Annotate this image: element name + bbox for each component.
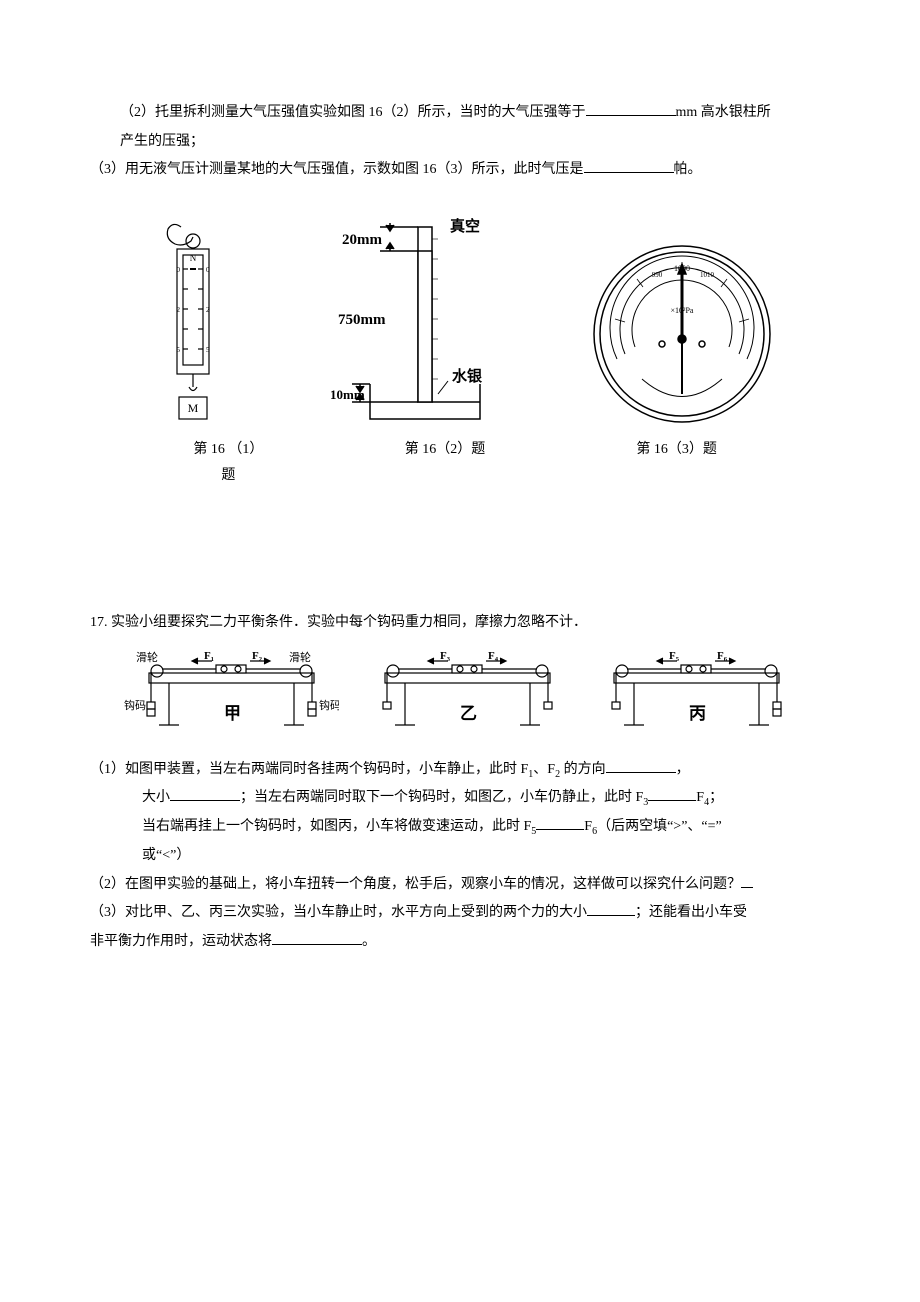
setup-jia-icon: F₁ F₂ 滑轮 滑轮 钩码 钩码 甲	[124, 647, 339, 742]
svg-text:F₃: F₃	[440, 650, 451, 662]
svg-text:5: 5	[206, 346, 210, 354]
svg-text:钩码: 钩码	[124, 698, 146, 712]
q16-p2-unit: mm 高水银柱所	[676, 105, 771, 120]
svg-text:钩码: 钩码	[319, 698, 339, 712]
svg-text:990: 990	[651, 271, 662, 279]
q17-p1-blank3[interactable]	[648, 787, 696, 801]
torricelli-icon: 真空 20mm 750mm 10mm 水银	[330, 209, 500, 429]
svg-text:F₁: F₁	[204, 650, 214, 662]
q16-p2-text: （2）托里拆利测量大气压强值实验如图 16（2）所示，当时的大气压强等于	[120, 105, 586, 120]
q17-p3-l1: （3）对比甲、乙、丙三次实验，当小车静止时，水平方向上受到的两个力的大小；还能看…	[90, 900, 830, 927]
q17-stem: 17. 实验小组要探究二力平衡条件．实验中每个钩码重力相同，摩擦力忽略不计．	[90, 610, 830, 637]
spring-scale-icon: N 0 0 2 2 5 5 M	[143, 219, 243, 429]
svg-text:F₅: F₅	[669, 650, 680, 662]
svg-text:0: 0	[177, 266, 181, 274]
svg-text:10mm: 10mm	[330, 387, 365, 402]
setup-bing-icon: F₅ F₆ 丙	[596, 647, 796, 742]
svg-text:丙: 丙	[689, 704, 706, 723]
q17-p1-l2: 大小；当左右两端同时取下一个钩码时，如图乙，小车仍静止，此时 F3F4；	[90, 785, 830, 812]
cap-16-2: 第 16（2）题	[385, 437, 505, 490]
svg-text:5: 5	[177, 346, 181, 354]
q17-p1-blank4[interactable]	[536, 816, 584, 830]
q17-p1-l1: （1）如图甲装置，当左右两端同时各挂两个钩码时，小车静止，此时 F1、F2 的方…	[90, 757, 830, 784]
q16-p2-blank[interactable]	[586, 102, 676, 116]
svg-text:1010: 1010	[700, 271, 715, 279]
svg-text:F₄: F₄	[488, 650, 499, 662]
svg-text:真空: 真空	[450, 217, 480, 235]
q17-p1-l4: 或“<”）	[90, 843, 830, 870]
svg-text:M: M	[188, 401, 199, 415]
q17-figures: F₁ F₂ 滑轮 滑轮 钩码 钩码 甲 F₃ F₄ 乙	[90, 647, 830, 742]
svg-text:750mm: 750mm	[338, 312, 386, 328]
svg-text:2: 2	[206, 306, 210, 314]
svg-text:水银: 水银	[452, 367, 483, 385]
q16-part2-line2: 产生的压强；	[90, 129, 830, 156]
svg-text:滑轮: 滑轮	[136, 650, 158, 664]
q16-figures: N 0 0 2 2 5 5 M	[90, 209, 830, 429]
q16-p3-text: （3）用无液气压计测量某地的大气压强值，示数如图 16（3）所示，此时气压是	[90, 162, 584, 177]
q16-p3-blank[interactable]	[584, 159, 674, 173]
svg-text:F₂: F₂	[252, 650, 263, 662]
svg-text:乙: 乙	[460, 704, 477, 723]
svg-text:滑轮: 滑轮	[289, 650, 311, 664]
svg-text:甲: 甲	[224, 704, 241, 723]
q16-captions: 第 16 （1） 题 第 16（2）题 第 16（3）题	[90, 437, 830, 490]
svg-text:20mm: 20mm	[342, 232, 382, 248]
q16-p2-cont: 产生的压强；	[120, 134, 204, 149]
q17-p3-blank2[interactable]	[272, 931, 362, 945]
q17-p1-blank2[interactable]	[170, 787, 240, 801]
q17-p3-blank1[interactable]	[587, 902, 635, 916]
q17-p2: （2）在图甲实验的基础上，将小车扭转一个角度，松手后，观察小车的情况，这样做可以…	[90, 872, 830, 899]
q16-p3-unit: 帕。	[674, 162, 702, 177]
svg-text:2: 2	[177, 306, 181, 314]
svg-text:0: 0	[206, 266, 210, 274]
svg-text:F₆: F₆	[717, 650, 728, 662]
cap-16-3: 第 16（3）题	[602, 437, 752, 490]
fig-16-3: 1000 990 1010 ×10²Pa	[587, 239, 777, 429]
fig-16-1: N 0 0 2 2 5 5 M	[143, 219, 243, 429]
setup-yi-icon: F₃ F₄ 乙	[367, 647, 567, 742]
q17-p1-l3: 当右端再挂上一个钩码时，如图丙，小车将做变速运动，此时 F5F6（后两空填“>”…	[90, 814, 830, 841]
q17-p3-l2: 非平衡力作用时，运动状态将。	[90, 929, 830, 956]
svg-text:N: N	[190, 253, 197, 263]
q17-p1-blank1[interactable]	[606, 759, 676, 773]
q16-part2-line1: （2）托里拆利测量大气压强值实验如图 16（2）所示，当时的大气压强等于 mm 高…	[90, 100, 830, 127]
fig-16-2: 真空 20mm 750mm 10mm 水银	[330, 209, 500, 429]
q16-part3-line: （3）用无液气压计测量某地的大气压强值，示数如图 16（3）所示，此时气压是 帕。	[90, 157, 830, 184]
cap-16-1: 第 16 （1） 题	[168, 437, 288, 490]
barometer-icon: 1000 990 1010 ×10²Pa	[587, 239, 777, 429]
q17-p2-blank[interactable]	[741, 874, 753, 888]
